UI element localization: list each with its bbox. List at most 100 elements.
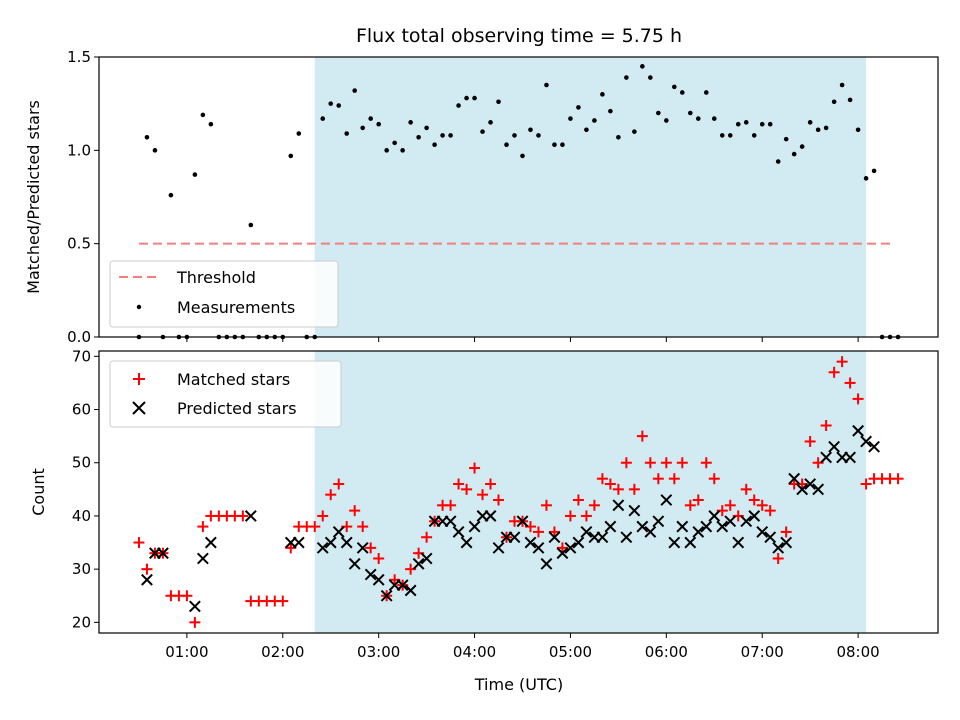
measurement-point <box>672 84 677 90</box>
measurement-point <box>608 108 613 114</box>
matched-star-point <box>548 526 560 538</box>
measurement-point <box>392 140 397 146</box>
y-tick-label: 1.5 <box>67 48 91 66</box>
matched-star-point <box>668 473 680 485</box>
matched-star-point <box>756 499 768 511</box>
predicted-star-point <box>788 472 801 485</box>
measurement-point <box>719 133 725 138</box>
measurement-point <box>496 99 501 105</box>
x-tick-label: 07:00 <box>741 643 784 661</box>
predicted-star-point <box>620 531 633 544</box>
measurement-point <box>687 110 693 116</box>
bottom-legend: Matched stars Predicted stars <box>109 360 342 428</box>
measurement-point <box>200 112 206 118</box>
legend-measurements-swatch <box>136 304 142 310</box>
measurement-point <box>248 222 254 228</box>
matched-star-point <box>644 457 656 469</box>
predicted-star-point <box>396 579 409 592</box>
x-tick-label: 02:00 <box>261 643 304 661</box>
matched-star-point <box>700 457 712 469</box>
predicted-star-point <box>660 494 673 506</box>
matched-star-point <box>309 521 321 533</box>
y-tick-label: 20 <box>72 613 91 631</box>
predicted-star-point <box>556 547 569 560</box>
top-y-ticks: 0.0 0.5 1.0 1.5 <box>67 48 99 346</box>
predicted-star-point <box>412 557 425 570</box>
matched-star-point <box>357 521 369 533</box>
predicted-star-point <box>548 531 561 544</box>
predicted-star-point <box>508 531 521 544</box>
matched-star-point <box>708 473 720 485</box>
predicted-star-point <box>716 520 729 533</box>
predicted-star-point <box>604 520 617 533</box>
measurement-point <box>288 153 294 159</box>
legend-matched-label: Matched stars <box>177 370 290 389</box>
matched-star-point <box>604 478 616 490</box>
matched-star-point <box>181 590 193 602</box>
matched-star-point <box>141 563 153 575</box>
predicted-star-point <box>636 520 649 533</box>
predicted-star-point <box>484 510 497 522</box>
top-legend-box <box>109 260 339 328</box>
predicted-star-point <box>492 541 505 554</box>
matched-star-point <box>892 473 904 485</box>
predicted-star-point <box>292 536 305 549</box>
predicted-star-point <box>204 536 217 549</box>
measurement-point <box>360 125 365 131</box>
measurement-point <box>727 133 733 138</box>
predicted-star-point <box>316 541 329 554</box>
top-panel: 0.0 0.5 1.0 1.5 Matched/Predicted stars Thr… <box>24 48 939 346</box>
measurement-points <box>136 64 901 340</box>
measurement-point <box>168 192 174 198</box>
measurement-point <box>512 133 517 138</box>
predicted-star-point <box>796 483 809 496</box>
matched-star-point <box>676 457 688 469</box>
top-legend: Threshold Measurements <box>109 260 339 328</box>
measurement-point <box>839 82 845 88</box>
predicted-star-point <box>756 525 769 538</box>
measurement-point <box>520 153 525 159</box>
matched-star-point <box>540 499 552 511</box>
measurement-point <box>472 95 477 101</box>
measurement-point <box>208 121 214 127</box>
matched-star-point <box>844 377 856 389</box>
measurement-point <box>552 142 557 148</box>
matched-star-point <box>636 430 648 442</box>
matched-star-point <box>572 494 584 506</box>
measurement-point <box>344 131 350 136</box>
measurement-point <box>544 82 549 88</box>
x-tick-label: 03:00 <box>357 643 400 661</box>
matched-star-point <box>860 478 872 490</box>
measurement-point <box>576 105 581 110</box>
top-x-ticks <box>186 337 859 342</box>
measurement-point <box>592 118 597 123</box>
measurement-point <box>751 133 757 138</box>
measurement-point <box>336 103 342 108</box>
measurement-point <box>735 121 741 127</box>
measurement-point <box>536 133 541 138</box>
measurement-point <box>560 142 565 148</box>
predicted-star-point <box>740 515 753 528</box>
predicted-star-point <box>612 499 625 512</box>
matched-star-point <box>620 457 632 469</box>
matched-star-point <box>780 526 792 538</box>
predicted-star-point <box>724 515 737 528</box>
legend-measurements-label: Measurements <box>177 298 295 317</box>
predicted-star-point <box>524 536 537 549</box>
predicted-star-point <box>244 510 257 522</box>
measurement-point <box>847 97 853 103</box>
measurement-point <box>464 95 469 101</box>
measurement-point <box>624 75 629 80</box>
bottom-x-ticks: 01:00 02:00 03:00 04:00 05:00 06:00 07:00 08:00 <box>165 633 880 661</box>
predicted-star-point <box>532 541 545 554</box>
predicted-star-point <box>860 435 872 448</box>
measurement-point <box>743 120 749 125</box>
measurement-point <box>815 127 821 133</box>
measurement-point <box>616 134 621 140</box>
matched-star-point <box>612 483 624 495</box>
predicted-star-point <box>804 478 817 490</box>
measurement-point <box>640 64 645 69</box>
matched-star-point <box>365 542 377 554</box>
y-tick-label: 50 <box>72 454 91 472</box>
legend-predicted-swatch <box>132 401 146 415</box>
